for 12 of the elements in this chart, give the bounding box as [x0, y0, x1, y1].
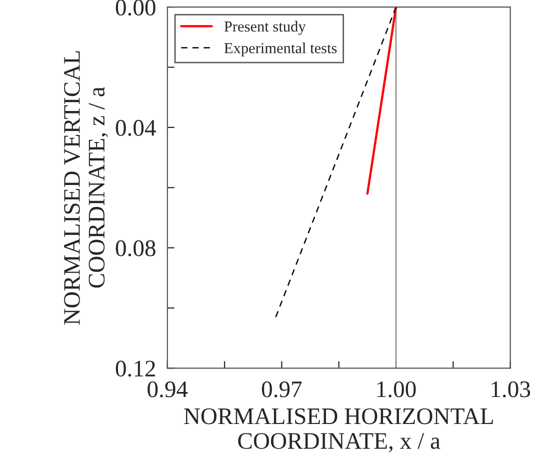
legend-label: Present study — [224, 20, 306, 35]
y-tick-label: 0.04 — [116, 120, 156, 136]
x-tick-label: 1.03 — [492, 381, 530, 398]
x-tick-label: 0.94 — [148, 381, 188, 398]
x-tick-label: 0.97 — [262, 381, 302, 398]
x-axis-title: NORMALISED HORIZONTAL COORDINATE, x / a — [184, 408, 493, 452]
y-axis-title: NORMALISED VERTICAL COORDINATE, z / a — [64, 51, 108, 325]
y-tick-label: 0.00 — [116, 0, 156, 16]
y-tick-label: 0.12 — [116, 360, 155, 377]
x-tick-label: 1.00 — [377, 381, 416, 398]
legend-label: Experimental tests — [224, 42, 337, 56]
y-tick-label: 0.08 — [116, 240, 156, 256]
